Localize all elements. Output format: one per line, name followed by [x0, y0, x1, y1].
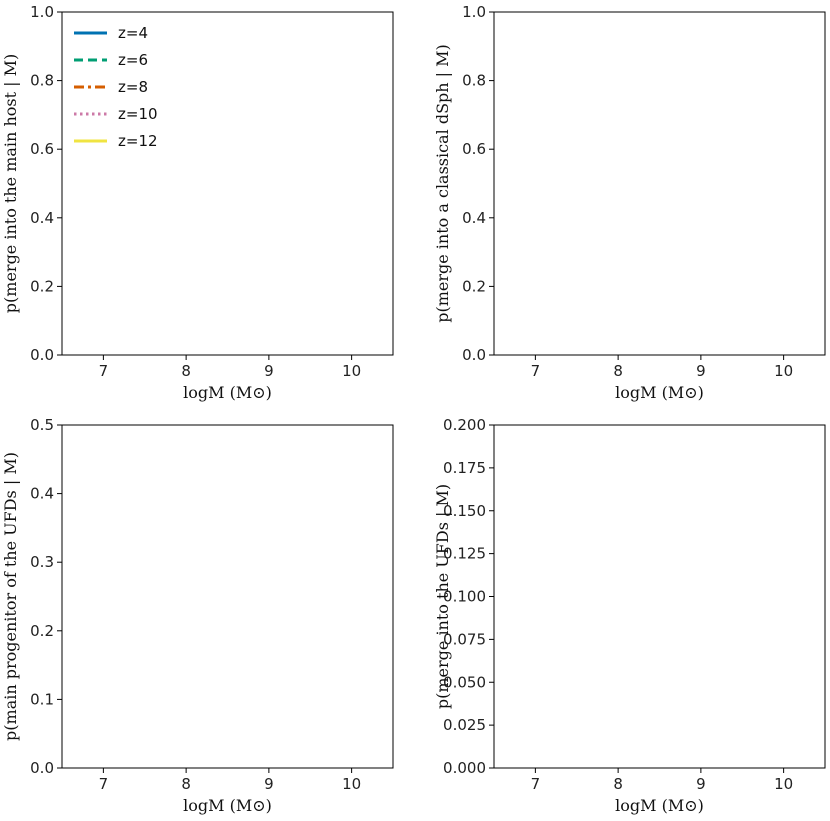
panel-ufd-merge: 7 8 9 10 0.000 0.025 0.050 0.075 0.100 0.125 0.150…	[433, 416, 826, 815]
y-tick-label: 0.8	[30, 72, 54, 90]
x-tick-label: 10	[774, 362, 793, 380]
y-tick-label: 0.4	[30, 485, 54, 503]
panel-main-host: 7 8 9 10 0.0 0.2 0.4 0.6 0.8 1.0 logM (M⊙) p(merge …	[1, 3, 394, 402]
y-tick-label: 0.0	[30, 759, 54, 777]
x-tick-label: 9	[264, 362, 274, 380]
y-tick-label: 1.0	[30, 3, 54, 21]
x-tick-label: 8	[613, 775, 623, 793]
legend-label-z8: z=8	[118, 78, 148, 96]
x-tick-label: 7	[99, 775, 109, 793]
plot-area-main-host	[61, 11, 394, 356]
y-tick-label: 0.2	[462, 277, 486, 295]
y-tick-label: 0.100	[443, 588, 486, 606]
x-tick-label: 8	[181, 362, 191, 380]
x-tick-label: 9	[264, 775, 274, 793]
y-tick-label: 0.175	[443, 459, 486, 477]
y-tick-label: 0.075	[443, 630, 486, 648]
y-tick-label: 0.6	[462, 140, 486, 158]
legend-label-z6: z=6	[118, 51, 148, 69]
y-tick-label: 0.2	[30, 622, 54, 640]
legend: z=4 z=6 z=8 z=10 z=12	[74, 24, 158, 150]
plot-area-classical-dsph	[493, 11, 826, 356]
y-tick-label: 0.0	[30, 346, 54, 364]
x-tick-label: 10	[342, 362, 361, 380]
plot-area-ufd-progenitor	[61, 424, 394, 769]
y-tick-label: 0.4	[462, 209, 486, 227]
y-axis-label: p(merge into a classical dSph | M)	[433, 44, 452, 323]
y-tick-label: 0.0	[462, 346, 486, 364]
legend-label-z10: z=10	[118, 105, 158, 123]
y-tick-label: 0.000	[443, 759, 486, 777]
y-tick-label: 0.050	[443, 673, 486, 691]
plot-area-ufd-merge	[493, 424, 826, 769]
x-axis-label: logM (M⊙)	[615, 796, 704, 815]
y-tick-label: 0.8	[462, 72, 486, 90]
y-axis-label: p(main progenitor of the UFDs | M)	[1, 452, 20, 741]
x-tick-label: 10	[342, 775, 361, 793]
y-tick-label: 0.2	[30, 277, 54, 295]
x-tick-label: 7	[531, 775, 541, 793]
y-tick-label: 0.6	[30, 140, 54, 158]
y-tick-label: 0.4	[30, 209, 54, 227]
legend-label-z4: z=4	[118, 24, 148, 42]
x-tick-label: 8	[613, 362, 623, 380]
x-axis-label: logM (M⊙)	[615, 383, 704, 402]
x-tick-label: 7	[531, 362, 541, 380]
x-tick-label: 7	[99, 362, 109, 380]
y-tick-label: 0.1	[30, 690, 54, 708]
y-tick-label: 1.0	[462, 3, 486, 21]
y-tick-label: 0.150	[443, 502, 486, 520]
y-axis-label: p(merge into the UFDs | M)	[433, 484, 452, 709]
x-tick-label: 10	[774, 775, 793, 793]
y-tick-label: 0.200	[443, 416, 486, 434]
y-axis-label: p(merge into the main host | M)	[1, 54, 20, 313]
y-tick-label: 0.5	[30, 416, 54, 434]
x-axis-label: logM (M⊙)	[183, 796, 272, 815]
legend-label-z12: z=12	[118, 132, 158, 150]
panel-ufd-progenitor: 7 8 9 10 0.0 0.1 0.2 0.3 0.4 0.5 logM (M⊙) p(main p…	[1, 416, 394, 815]
y-tick-label: 0.3	[30, 553, 54, 571]
x-tick-label: 9	[696, 362, 706, 380]
x-axis-label: logM (M⊙)	[183, 383, 272, 402]
x-tick-label: 8	[181, 775, 191, 793]
y-tick-label: 0.025	[443, 716, 486, 734]
x-tick-label: 9	[696, 775, 706, 793]
y-tick-label: 0.125	[443, 545, 486, 563]
panel-classical-dsph: 7 8 9 10 0.0 0.2 0.4 0.6 0.8 1.0 logM (M⊙) p(merge …	[433, 3, 826, 402]
